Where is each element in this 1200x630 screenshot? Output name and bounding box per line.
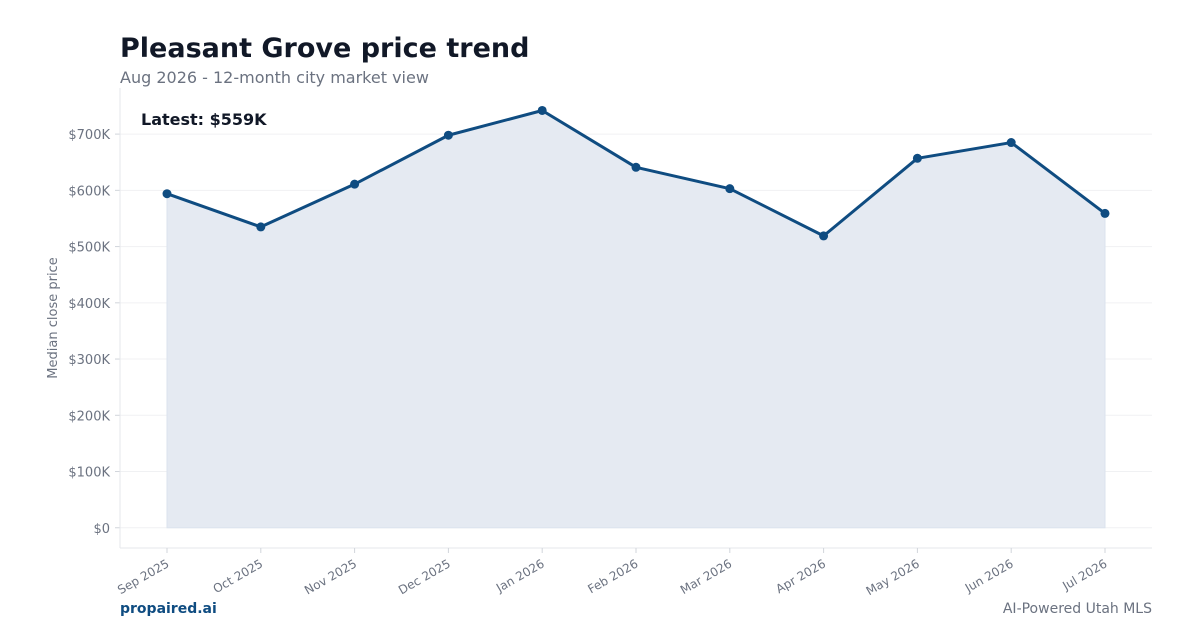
x-tick-labels: Sep 2025 Oct 2025 Nov 2025 Dec 2025 Jan 2026… — [115, 556, 1109, 598]
brand-tagline: AI-Powered Utah MLS — [1002, 601, 1152, 617]
x-tick-label: May 2026 — [864, 556, 922, 598]
x-tick-label: Jan 2026 — [493, 556, 547, 595]
data-point — [1006, 138, 1016, 148]
chart-title: Pleasant Grove price trend — [120, 33, 530, 64]
data-point — [350, 179, 360, 189]
x-tick-label: Oct 2025 — [211, 556, 266, 596]
y-tick-label: $0 — [93, 522, 110, 537]
y-tick-label: $200K — [68, 409, 110, 424]
latest-value-annotation: Latest: $559K — [141, 110, 267, 129]
y-tick-label: $100K — [68, 466, 110, 481]
x-tick-label: Nov 2025 — [302, 556, 359, 597]
data-point — [912, 153, 922, 163]
data-point — [819, 231, 829, 241]
data-point — [1100, 208, 1110, 218]
data-point — [162, 189, 172, 199]
x-tick-label: Feb 2026 — [585, 556, 640, 596]
x-tick-label: Jul 2026 — [1059, 556, 1109, 593]
x-tick-label: Dec 2025 — [396, 556, 453, 597]
area-fill — [166, 109, 1106, 529]
data-point — [631, 162, 641, 172]
y-tick-label: $700K — [68, 128, 110, 143]
y-tick-label: $300K — [68, 353, 110, 368]
data-point — [443, 130, 453, 140]
data-points — [162, 105, 1110, 241]
y-tick-label: $600K — [68, 184, 110, 199]
x-tick-label: Mar 2026 — [678, 556, 734, 597]
y-axis-label: Median close price — [46, 257, 61, 378]
y-tick-labels: $0 $100K $200K $300K $400K $500K $600K $700K — [68, 128, 110, 537]
x-tick-label: Apr 2026 — [773, 556, 828, 596]
y-tick-label: $500K — [68, 241, 110, 256]
data-point — [256, 222, 266, 232]
x-tick-label: Jun 2026 — [962, 556, 1016, 595]
axes — [115, 88, 1152, 553]
data-point — [537, 105, 547, 115]
y-tick-label: $400K — [68, 297, 110, 312]
chart-subtitle: Aug 2026 - 12-month city market view — [120, 68, 429, 87]
x-tick-label: Sep 2025 — [115, 556, 171, 597]
brand-name: propaired.ai — [120, 601, 217, 617]
data-point — [725, 184, 735, 194]
area-fill-layer — [166, 109, 1106, 529]
